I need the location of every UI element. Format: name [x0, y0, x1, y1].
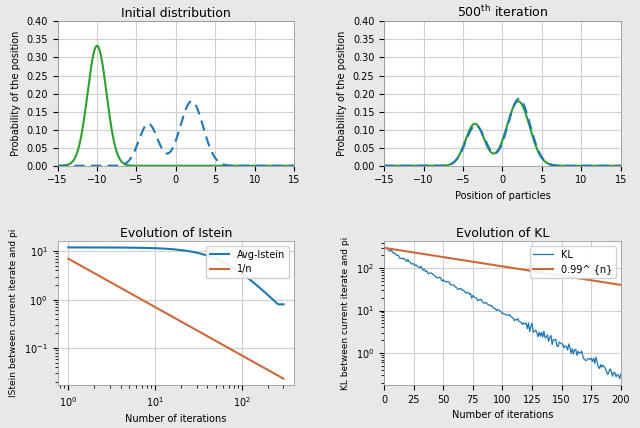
0.99^ {n}	[508, 265, 516, 270]
1/n	[193, 327, 200, 333]
Y-axis label: IStein between current iterate and pi: IStein between current iterate and pi	[10, 229, 19, 397]
Y-axis label: KL between current iterate and pi: KL between current iterate and pi	[342, 236, 351, 389]
Avg-Istein	[181, 248, 189, 253]
KL	[597, 362, 605, 367]
0.99^ {n}	[597, 279, 605, 284]
Title: 500$^{\mathregular{th}}$ iteration: 500$^{\mathregular{th}}$ iteration	[457, 4, 548, 20]
KL	[617, 372, 625, 377]
0.99^ {n}	[380, 245, 388, 250]
0.99^ {n}	[402, 249, 410, 254]
KL	[616, 376, 623, 381]
Legend: Avg-Istein, 1/n: Avg-Istein, 1/n	[206, 246, 289, 278]
1/n	[65, 256, 72, 261]
1/n	[168, 314, 175, 319]
1/n	[280, 376, 287, 381]
0.99^ {n}	[381, 246, 389, 251]
Avg-Istein	[275, 302, 282, 307]
Avg-Istein	[193, 250, 200, 255]
KL	[381, 246, 389, 251]
1/n	[275, 373, 282, 378]
Avg-Istein	[168, 247, 175, 252]
Avg-Istein	[275, 302, 283, 307]
Avg-Istein	[166, 247, 174, 252]
0.99^ {n}	[617, 282, 625, 288]
Y-axis label: Probability of the position: Probability of the position	[337, 31, 348, 156]
Title: Initial distribution: Initial distribution	[121, 7, 231, 20]
Avg-Istein	[65, 245, 72, 250]
1/n	[166, 313, 174, 318]
1/n	[181, 321, 189, 326]
Line: Avg-Istein: Avg-Istein	[68, 247, 284, 304]
KL	[380, 245, 388, 250]
Line: KL: KL	[384, 247, 621, 379]
Avg-Istein	[241, 273, 248, 278]
Line: 0.99^ {n}: 0.99^ {n}	[384, 248, 621, 285]
1/n	[241, 354, 248, 360]
KL	[402, 258, 410, 263]
KL	[467, 291, 474, 296]
KL	[480, 300, 488, 305]
X-axis label: Number of iterations: Number of iterations	[125, 414, 227, 424]
Avg-Istein	[280, 302, 287, 307]
0.99^ {n}	[467, 259, 474, 264]
Legend: KL, 0.99^ {n}: KL, 0.99^ {n}	[529, 246, 616, 278]
KL	[508, 315, 516, 320]
Title: Evolution of KL: Evolution of KL	[456, 227, 549, 240]
Line: 1/n: 1/n	[68, 259, 284, 379]
X-axis label: Number of iterations: Number of iterations	[452, 410, 553, 420]
0.99^ {n}	[480, 261, 488, 266]
Y-axis label: Probability of the position: Probability of the position	[11, 31, 20, 156]
X-axis label: Position of particles: Position of particles	[454, 191, 550, 201]
Title: Evolution of Istein: Evolution of Istein	[120, 227, 232, 240]
